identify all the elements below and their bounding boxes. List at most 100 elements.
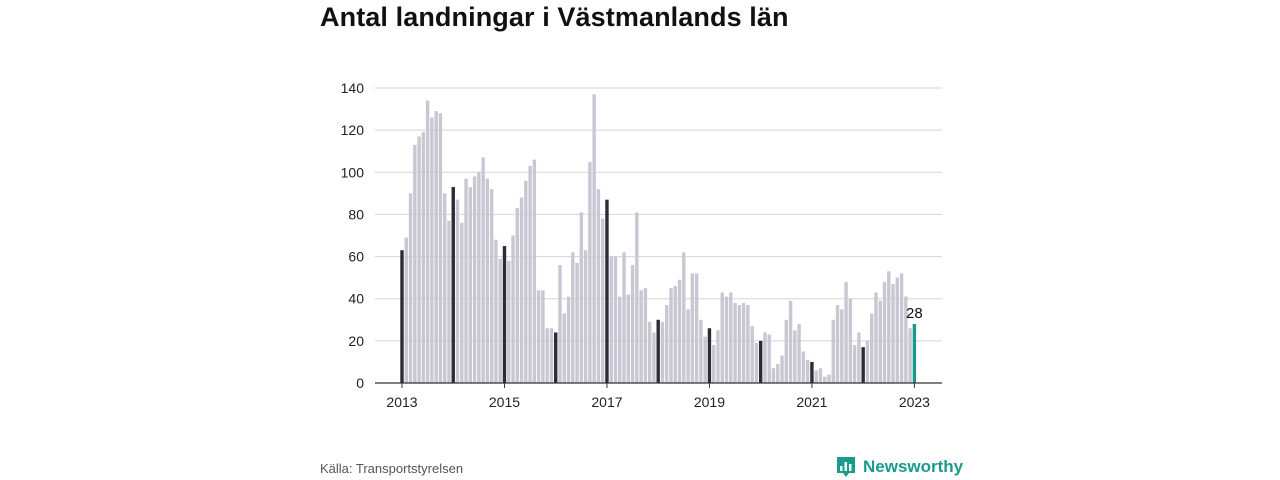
bar [882, 281, 887, 383]
bar [861, 347, 865, 383]
bar [669, 288, 673, 383]
x-tick-label: 2021 [796, 394, 827, 410]
bar [665, 305, 669, 383]
bar [588, 161, 592, 383]
bar [797, 324, 801, 383]
bar [481, 157, 485, 383]
bar [899, 273, 904, 383]
bar [870, 313, 874, 383]
brand-name: Newsworthy [863, 457, 964, 476]
bar [831, 319, 835, 383]
bar [400, 250, 404, 383]
bar [844, 281, 848, 383]
y-tick-label: 60 [348, 249, 364, 265]
bar [716, 330, 720, 383]
bar [707, 328, 712, 383]
bar [417, 136, 421, 383]
bar [788, 300, 793, 383]
x-tick-label: 2017 [591, 394, 622, 410]
bar [784, 319, 788, 383]
bar [451, 187, 455, 383]
bar [754, 342, 759, 383]
bar [575, 262, 579, 383]
bar [801, 351, 806, 383]
y-tick-label: 120 [341, 122, 365, 138]
bar [455, 199, 460, 383]
bar [780, 355, 784, 383]
brand-logo: Newsworthy [835, 455, 963, 479]
x-tick-label: 2023 [899, 394, 930, 410]
bar [498, 258, 502, 383]
bar [660, 321, 665, 383]
bar [443, 193, 447, 383]
bar [656, 319, 660, 383]
bar [840, 309, 844, 383]
bar [891, 283, 895, 383]
bar [835, 305, 840, 383]
bar [818, 368, 823, 383]
source-note: Källa: Transportstyrelsen [320, 461, 464, 476]
bar [677, 279, 682, 383]
bar [566, 296, 571, 383]
bar [750, 326, 754, 383]
x-tick-label: 2013 [386, 394, 417, 410]
bar [477, 172, 481, 383]
bar [647, 321, 652, 383]
bar [776, 364, 780, 383]
bar [413, 144, 417, 383]
bar [874, 292, 878, 383]
bar [635, 212, 639, 383]
bar [468, 187, 473, 383]
bar [596, 189, 601, 383]
bar [536, 290, 541, 383]
bar [545, 328, 549, 383]
bar [460, 222, 464, 383]
bar [485, 178, 490, 383]
bar [827, 374, 831, 383]
bar [857, 332, 861, 383]
bar [519, 197, 524, 383]
y-tick-label: 100 [341, 164, 365, 180]
bar [652, 332, 656, 383]
bar [810, 361, 814, 383]
y-tick-label: 80 [348, 206, 364, 222]
bar [814, 370, 818, 383]
bar [511, 235, 515, 383]
x-tick-label: 2019 [694, 394, 725, 410]
bar [613, 256, 618, 383]
latest-value-label: 28 [906, 305, 923, 322]
bar [549, 328, 554, 383]
bar [408, 193, 413, 383]
bar [724, 296, 729, 383]
bar [771, 368, 776, 383]
bar [554, 332, 558, 383]
bar [720, 292, 724, 383]
bar [558, 265, 562, 383]
bar [507, 260, 511, 383]
bar [805, 359, 810, 383]
bar [579, 212, 584, 383]
bar [746, 305, 750, 383]
bar [524, 180, 528, 383]
bar [741, 302, 746, 383]
bar [673, 286, 677, 383]
bar [904, 296, 908, 383]
bar [489, 189, 494, 383]
bar [404, 237, 408, 383]
bar [643, 288, 648, 383]
bar [912, 324, 917, 383]
y-tick-label: 20 [348, 333, 364, 349]
bar [694, 273, 699, 383]
y-tick-label: 40 [348, 291, 364, 307]
bar [793, 330, 797, 383]
bar [729, 292, 733, 383]
bar [686, 309, 690, 383]
bar [767, 334, 771, 383]
bar [737, 305, 742, 383]
bar-chart-badge-icon [837, 457, 855, 477]
bar [425, 100, 430, 384]
bar [682, 252, 686, 383]
bar [895, 277, 900, 383]
bar [618, 296, 622, 383]
